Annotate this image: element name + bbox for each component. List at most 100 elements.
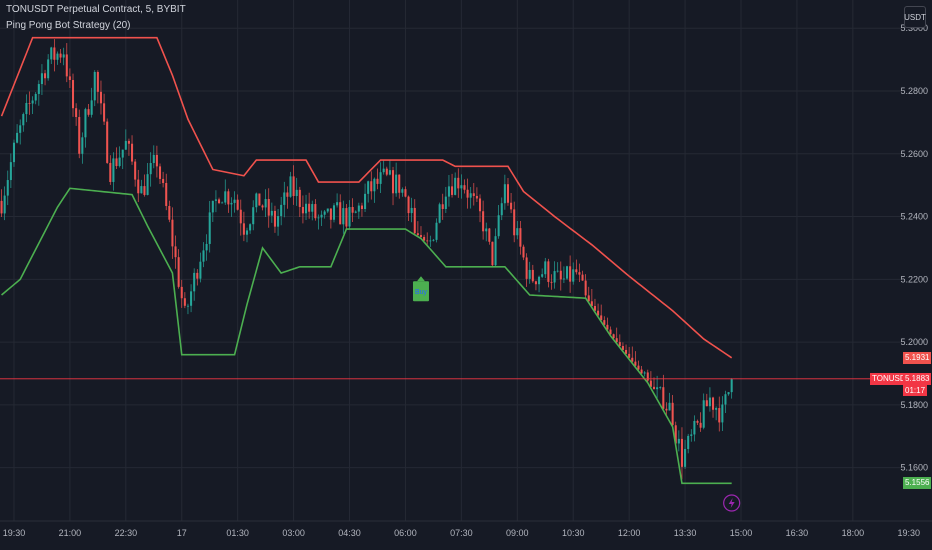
candle-body <box>376 178 379 184</box>
candle-body <box>137 179 140 194</box>
candle-body <box>190 291 193 306</box>
candle-body <box>106 121 109 163</box>
candle-body <box>255 193 258 208</box>
candle-body <box>44 73 47 79</box>
candle-body <box>441 204 444 209</box>
candle-body <box>634 361 637 366</box>
candle-body <box>311 204 314 212</box>
candle-body <box>109 162 112 182</box>
candle-body <box>416 233 419 236</box>
candle-body <box>519 228 522 247</box>
candle-body <box>677 438 680 444</box>
candle-body <box>494 236 497 266</box>
candle-body <box>469 193 472 198</box>
candle-body <box>575 269 578 273</box>
candle-body <box>242 223 245 235</box>
candle-body <box>665 408 668 411</box>
candle-body <box>631 357 634 362</box>
candle-body <box>360 205 363 210</box>
buy-marker[interactable]: Buy <box>412 276 429 302</box>
candle-body <box>444 196 447 209</box>
candle-body <box>590 301 593 307</box>
candle-body <box>693 420 696 435</box>
candle-body <box>112 158 115 182</box>
candle-body <box>336 202 339 206</box>
candle-body <box>258 193 261 206</box>
candle-body <box>404 189 407 197</box>
candle-body <box>177 257 180 287</box>
candle-body <box>370 181 373 192</box>
candle-body <box>671 402 674 426</box>
currency-button[interactable]: USDT <box>904 6 926 28</box>
x-tick-label: 07:30 <box>450 528 473 538</box>
candle-body <box>680 438 683 467</box>
candles <box>0 39 733 480</box>
candle-body <box>37 84 40 94</box>
candle-body <box>199 261 202 279</box>
candle-body <box>572 269 575 282</box>
x-tick-label: 12:00 <box>618 528 641 538</box>
candle-body <box>224 191 227 203</box>
x-tick-label: 19:30 <box>898 528 921 538</box>
candle-body <box>407 196 410 214</box>
candle-body <box>78 117 81 154</box>
buy-marker-arrow <box>416 276 425 282</box>
candle-body <box>84 109 87 138</box>
candle-body <box>320 214 323 218</box>
candle-body <box>612 334 615 339</box>
indicator-label[interactable]: Ping Pong Bot Strategy (20) <box>6 20 131 31</box>
candle-body <box>267 199 270 216</box>
candle-body <box>317 217 320 219</box>
candle-body <box>587 295 590 302</box>
candle-body <box>600 315 603 321</box>
candle-body <box>68 76 71 81</box>
candle-body <box>140 186 143 194</box>
candle-body <box>690 434 693 436</box>
candle-body <box>202 250 205 262</box>
candle-body <box>541 274 544 277</box>
candle-body <box>193 272 196 292</box>
candle-body <box>581 274 584 281</box>
candle-body <box>214 199 217 201</box>
lightning-icon[interactable] <box>723 494 741 512</box>
candle-body <box>419 235 423 237</box>
upper-band-price-badge: 5.1931 <box>903 351 932 364</box>
candle-body <box>472 193 475 196</box>
candle-body <box>298 189 301 207</box>
chart-title: TONUSDT Perpetual Contract, 5, BYBIT <box>6 4 186 15</box>
candle-body <box>637 365 640 370</box>
x-tick-label: 21:00 <box>59 528 82 538</box>
candle-body <box>118 157 121 167</box>
time-axis-background[interactable] <box>0 521 932 550</box>
candle-body <box>426 240 429 242</box>
candle-body <box>280 204 283 217</box>
candle-body <box>158 166 162 179</box>
candle-body <box>218 199 221 204</box>
candle-body <box>124 140 127 150</box>
y-tick-label: 5.1600 <box>900 463 928 473</box>
candle-body <box>584 280 587 296</box>
x-tick-label: 03:00 <box>282 528 305 538</box>
candle-body <box>326 208 329 212</box>
candle-body <box>50 47 53 60</box>
candle-body <box>522 246 525 258</box>
candle-body <box>556 270 559 272</box>
candle-body <box>56 53 59 60</box>
candle-body <box>668 402 671 411</box>
candle-body <box>438 204 441 223</box>
candle-body <box>391 170 395 194</box>
y-tick-label: 5.2600 <box>900 149 928 159</box>
candle-body <box>183 298 186 306</box>
countdown-badge: 01:17 <box>903 384 928 396</box>
candle-body <box>9 162 12 181</box>
candle-body <box>699 422 702 428</box>
candle-body <box>252 207 255 225</box>
candle-body <box>401 189 404 193</box>
candle-body <box>305 203 308 214</box>
price-axis-background[interactable] <box>901 0 932 521</box>
x-tick-label: 15:00 <box>730 528 753 538</box>
candle-body <box>478 198 482 212</box>
x-tick-label: 17 <box>177 528 187 538</box>
candle-body <box>65 54 68 77</box>
